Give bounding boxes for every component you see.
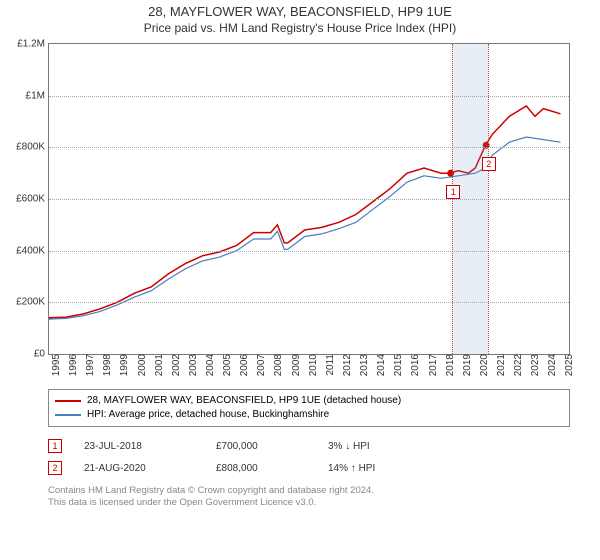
- x-axis-label: 1999: [115, 354, 130, 376]
- y-axis-label: £800K: [16, 142, 45, 153]
- sale-marker-box: 1: [446, 185, 460, 199]
- sale-row: 1 23-JUL-2018 £700,000 3% ↓ HPI: [48, 435, 570, 457]
- y-axis-label: £1M: [26, 90, 45, 101]
- sale-delta: 3% ↓ HPI: [328, 441, 370, 452]
- x-axis-label: 1996: [64, 354, 79, 376]
- x-axis-label: 2001: [150, 354, 165, 376]
- legend: 28, MAYFLOWER WAY, BEACONSFIELD, HP9 1UE…: [48, 389, 570, 427]
- x-axis-label: 2003: [184, 354, 199, 376]
- x-axis-label: 2018: [441, 354, 456, 376]
- sale-row-marker: 1: [48, 439, 62, 453]
- x-axis-label: 2012: [338, 354, 353, 376]
- footer-line: This data is licensed under the Open Gov…: [48, 497, 570, 509]
- x-axis-label: 2008: [269, 354, 284, 376]
- sale-date: 21-AUG-2020: [84, 463, 194, 474]
- y-axis-label: £0: [34, 349, 45, 360]
- sale-marker-box: 2: [482, 157, 496, 171]
- x-axis-label: 2009: [287, 354, 302, 376]
- x-axis-label: 2004: [201, 354, 216, 376]
- x-axis-label: 1997: [81, 354, 96, 376]
- legend-swatch: [55, 414, 81, 416]
- x-axis-label: 2021: [492, 354, 507, 376]
- price-chart: £0£200K£400K£600K£800K£1M£1.2M1995199619…: [48, 43, 570, 355]
- legend-item: HPI: Average price, detached house, Buck…: [55, 408, 563, 422]
- x-axis-label: 2022: [509, 354, 524, 376]
- x-axis-label: 2000: [133, 354, 148, 376]
- sale-price: £808,000: [216, 463, 306, 474]
- y-axis-label: £1.2M: [17, 39, 45, 50]
- legend-label: HPI: Average price, detached house, Buck…: [87, 408, 329, 422]
- x-axis-label: 2006: [235, 354, 250, 376]
- x-axis-label: 1998: [98, 354, 113, 376]
- chart-subtitle: Price paid vs. HM Land Registry's House …: [0, 21, 600, 35]
- x-axis-label: 2020: [475, 354, 490, 376]
- x-axis-label: 2013: [355, 354, 370, 376]
- sale-date: 23-JUL-2018: [84, 441, 194, 452]
- x-axis-label: 2019: [458, 354, 473, 376]
- x-axis-label: 2005: [218, 354, 233, 376]
- x-axis-label: 2010: [304, 354, 319, 376]
- y-axis-label: £600K: [16, 194, 45, 205]
- x-axis-label: 2017: [424, 354, 439, 376]
- x-axis-label: 1995: [47, 354, 62, 376]
- sales-table: 1 23-JUL-2018 £700,000 3% ↓ HPI 2 21-AUG-2020…: [48, 435, 570, 479]
- chart-title: 28, MAYFLOWER WAY, BEACONSFIELD, HP9 1UE: [0, 4, 600, 19]
- y-axis-label: £200K: [16, 297, 45, 308]
- footer-line: Contains HM Land Registry data © Crown c…: [48, 485, 570, 497]
- x-axis-label: 2024: [543, 354, 558, 376]
- legend-label: 28, MAYFLOWER WAY, BEACONSFIELD, HP9 1UE…: [87, 394, 401, 408]
- x-axis-label: 2023: [526, 354, 541, 376]
- x-axis-label: 2014: [372, 354, 387, 376]
- x-axis-label: 2011: [321, 354, 336, 376]
- sale-row: 2 21-AUG-2020 £808,000 14% ↑ HPI: [48, 457, 570, 479]
- x-axis-label: 2002: [167, 354, 182, 376]
- legend-item: 28, MAYFLOWER WAY, BEACONSFIELD, HP9 1UE…: [55, 394, 563, 408]
- x-axis-label: 2016: [406, 354, 421, 376]
- footer-attribution: Contains HM Land Registry data © Crown c…: [48, 485, 570, 510]
- y-axis-label: £400K: [16, 245, 45, 256]
- sale-delta: 14% ↑ HPI: [328, 463, 375, 474]
- x-axis-label: 2015: [389, 354, 404, 376]
- x-axis-label: 2007: [252, 354, 267, 376]
- sale-price: £700,000: [216, 441, 306, 452]
- legend-swatch: [55, 400, 81, 402]
- x-axis-label: 2025: [560, 354, 575, 376]
- sale-row-marker: 2: [48, 461, 62, 475]
